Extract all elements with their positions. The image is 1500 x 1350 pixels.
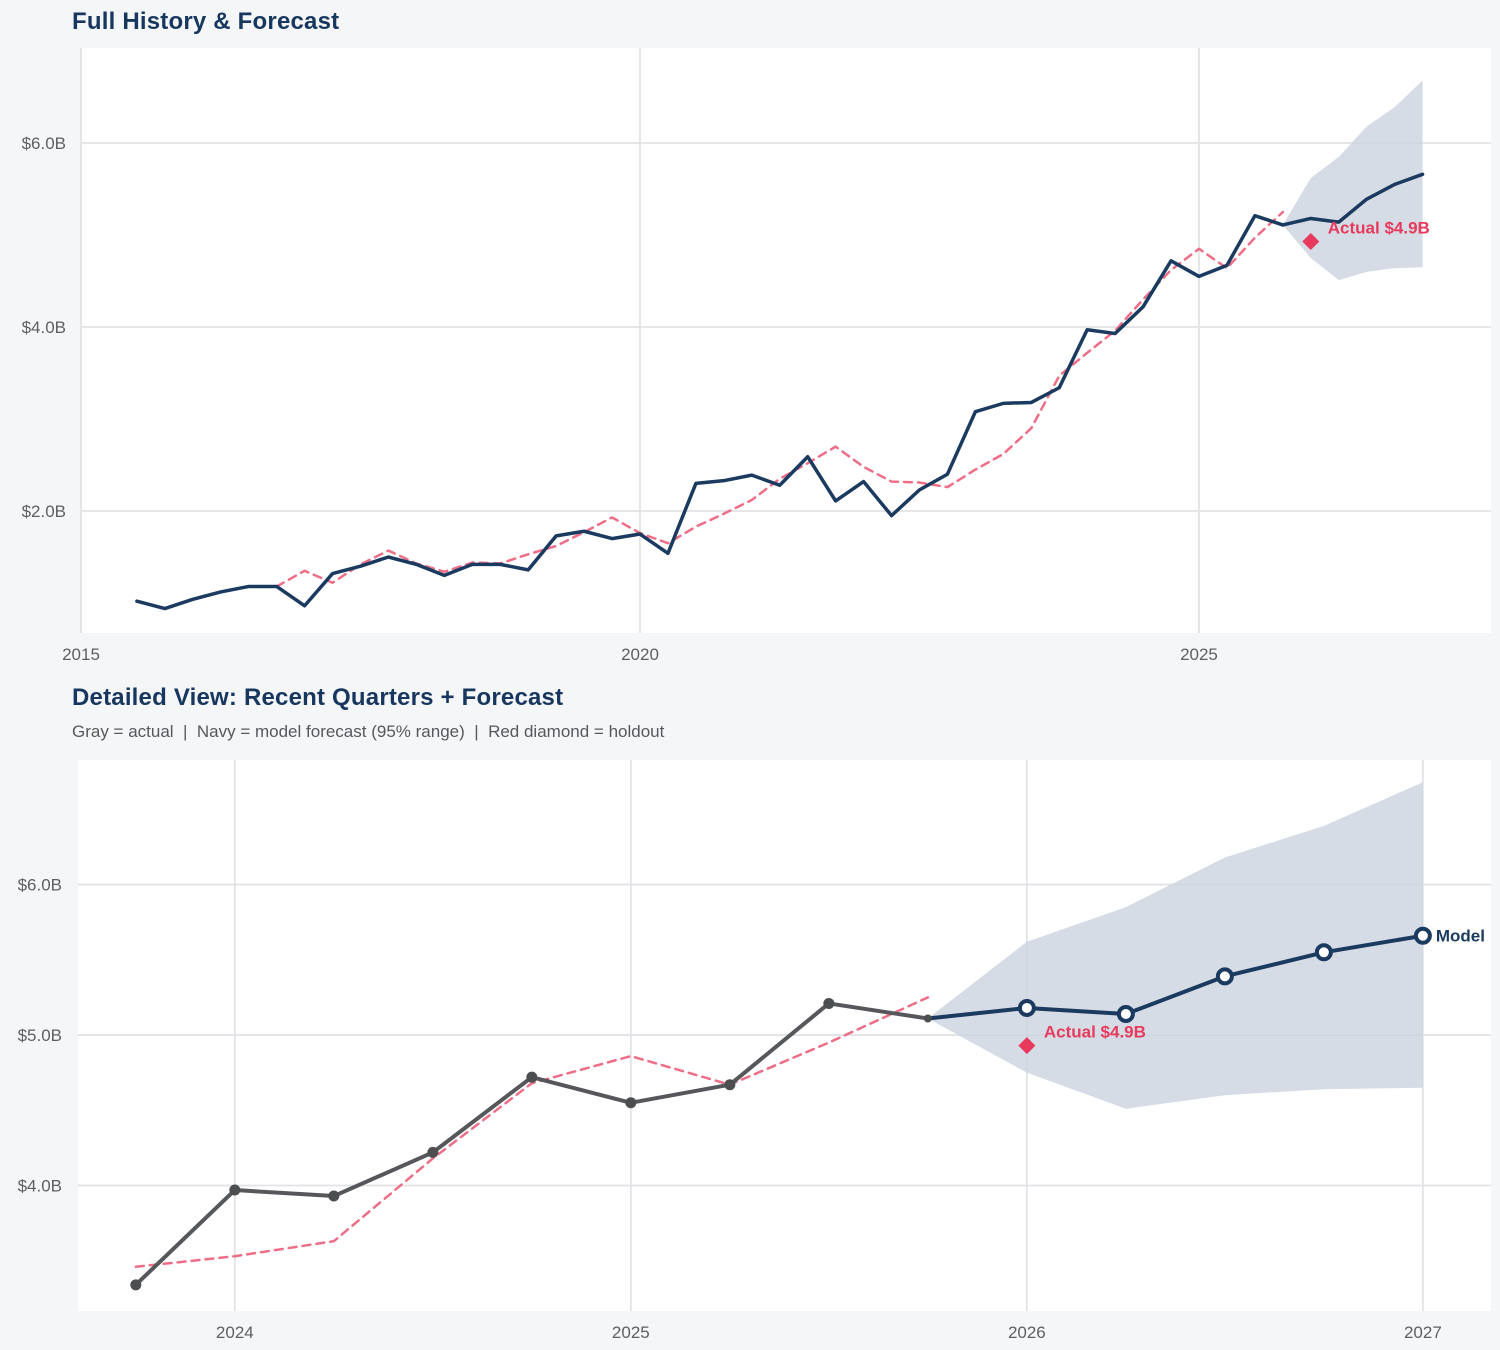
actual-last-point	[923, 1014, 932, 1023]
annotation-label: Actual $4.9B	[1328, 218, 1430, 237]
annotation-label: Actual $4.9B	[1044, 1023, 1146, 1042]
y-tick-label: $5.0B	[18, 1026, 62, 1045]
actual-point	[724, 1079, 736, 1091]
forecast-line	[1281, 172, 1425, 227]
forecast-line	[925, 933, 1425, 1021]
x-tick-label: 2025	[612, 1323, 650, 1342]
forecast-point	[1413, 926, 1432, 945]
actual-line	[135, 213, 1285, 611]
y-tick-label: $4.0B	[22, 318, 66, 337]
forecast-point	[1017, 998, 1036, 1017]
forecast-confidence-band	[927, 782, 1423, 1109]
x-tick-label: 2015	[62, 645, 100, 664]
x-tick-label: 2026	[1008, 1323, 1046, 1342]
actual-point	[823, 997, 835, 1009]
actual-point	[625, 1097, 637, 1109]
y-tick-label: $2.0B	[22, 502, 66, 521]
holdout-diamond	[1018, 1037, 1036, 1055]
forecast-point	[1215, 967, 1234, 986]
y-tick-label: $6.0B	[22, 134, 66, 153]
fitted-line	[275, 210, 1285, 588]
forecast-confidence-band	[1282, 80, 1423, 281]
forecast-point	[1314, 943, 1333, 962]
chart2-subtitle-legend: Gray = actual | Navy = model forecast (9…	[72, 722, 665, 741]
actual-point	[130, 1279, 142, 1291]
actual-point	[526, 1071, 538, 1083]
chart2-title: Detailed View: Recent Quarters + Forecas…	[72, 684, 564, 711]
y-tick-label: $4.0B	[18, 1177, 62, 1196]
chart1-title: Full History & Forecast	[72, 8, 340, 35]
x-tick-label: 2027	[1404, 1323, 1442, 1342]
x-tick-label: 2020	[621, 645, 659, 664]
actual-point	[427, 1146, 439, 1158]
x-tick-label: 2024	[216, 1323, 254, 1342]
fitted-line	[134, 996, 930, 1269]
detailed-view-chart: Actual $4.9B Model 2024 2025 2026 2027 $4.0B $5…	[18, 760, 1491, 1342]
full-history-forecast-chart: Actual $4.9B 2015 2020 2025 $2.0B $4.0B $6.0B	[22, 48, 1491, 664]
holdout-diamond	[1302, 232, 1320, 250]
actual-point	[229, 1184, 241, 1196]
y-tick-label: $6.0B	[18, 876, 62, 895]
annotation-label: Model	[1436, 927, 1485, 946]
actual-point	[328, 1190, 340, 1202]
plot-area	[80, 48, 1491, 633]
forecast-point	[1116, 1004, 1135, 1023]
x-tick-label: 2025	[1180, 645, 1218, 664]
